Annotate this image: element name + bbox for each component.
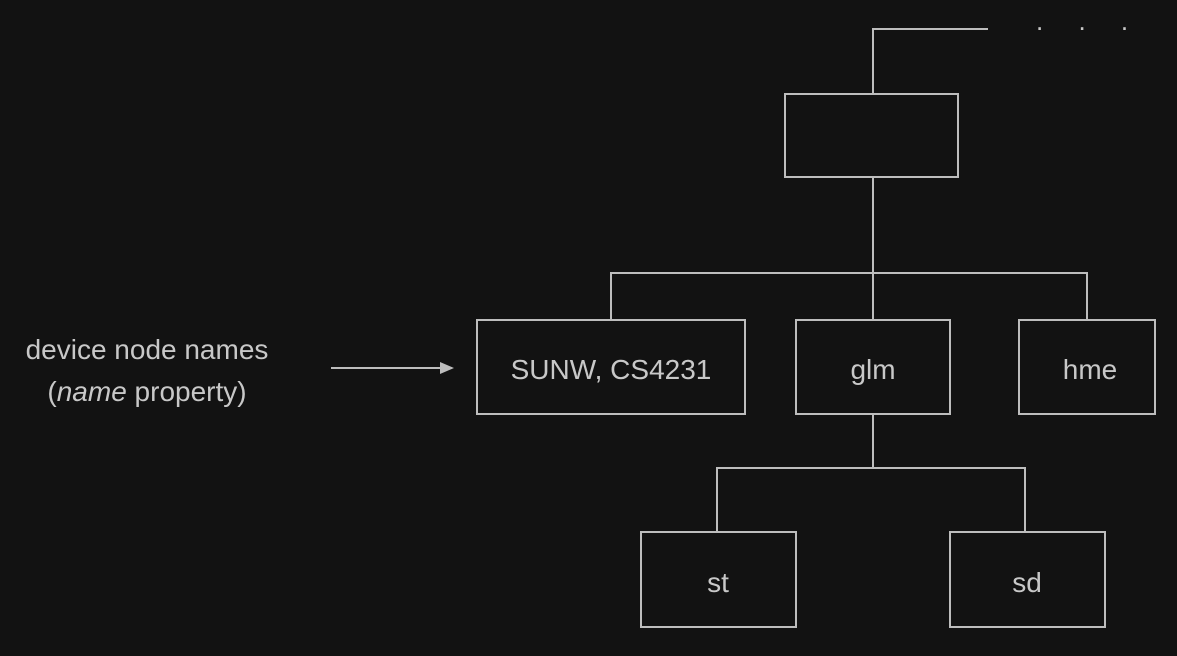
label-italic-name: name	[56, 376, 127, 407]
node-hme-box	[1018, 319, 1156, 415]
node-glm-label: glm	[850, 354, 895, 385]
glm-children-connector	[716, 414, 1026, 532]
node-sunw-cs4231-box	[476, 319, 746, 415]
label-line-1: device node names	[25, 334, 269, 365]
parent-connector-line	[872, 28, 988, 94]
node-st-box	[640, 531, 797, 628]
node-sd-label: sd	[1012, 567, 1042, 598]
label-line-2: (name property)	[0, 371, 294, 413]
node-st-label: st	[707, 567, 729, 598]
root-node-box	[784, 93, 959, 178]
node-sd-box	[949, 531, 1106, 628]
node-sunw-cs4231-label: SUNW, CS4231	[511, 354, 712, 385]
root-children-connector	[610, 177, 1088, 320]
node-hme-label: hme	[1063, 354, 1117, 385]
device-node-names-label: device node names (name property)	[0, 329, 294, 413]
label-open-paren: (	[47, 376, 57, 407]
label-property-text: property)	[126, 376, 247, 407]
ellipsis-text: . . .	[1036, 6, 1142, 36]
